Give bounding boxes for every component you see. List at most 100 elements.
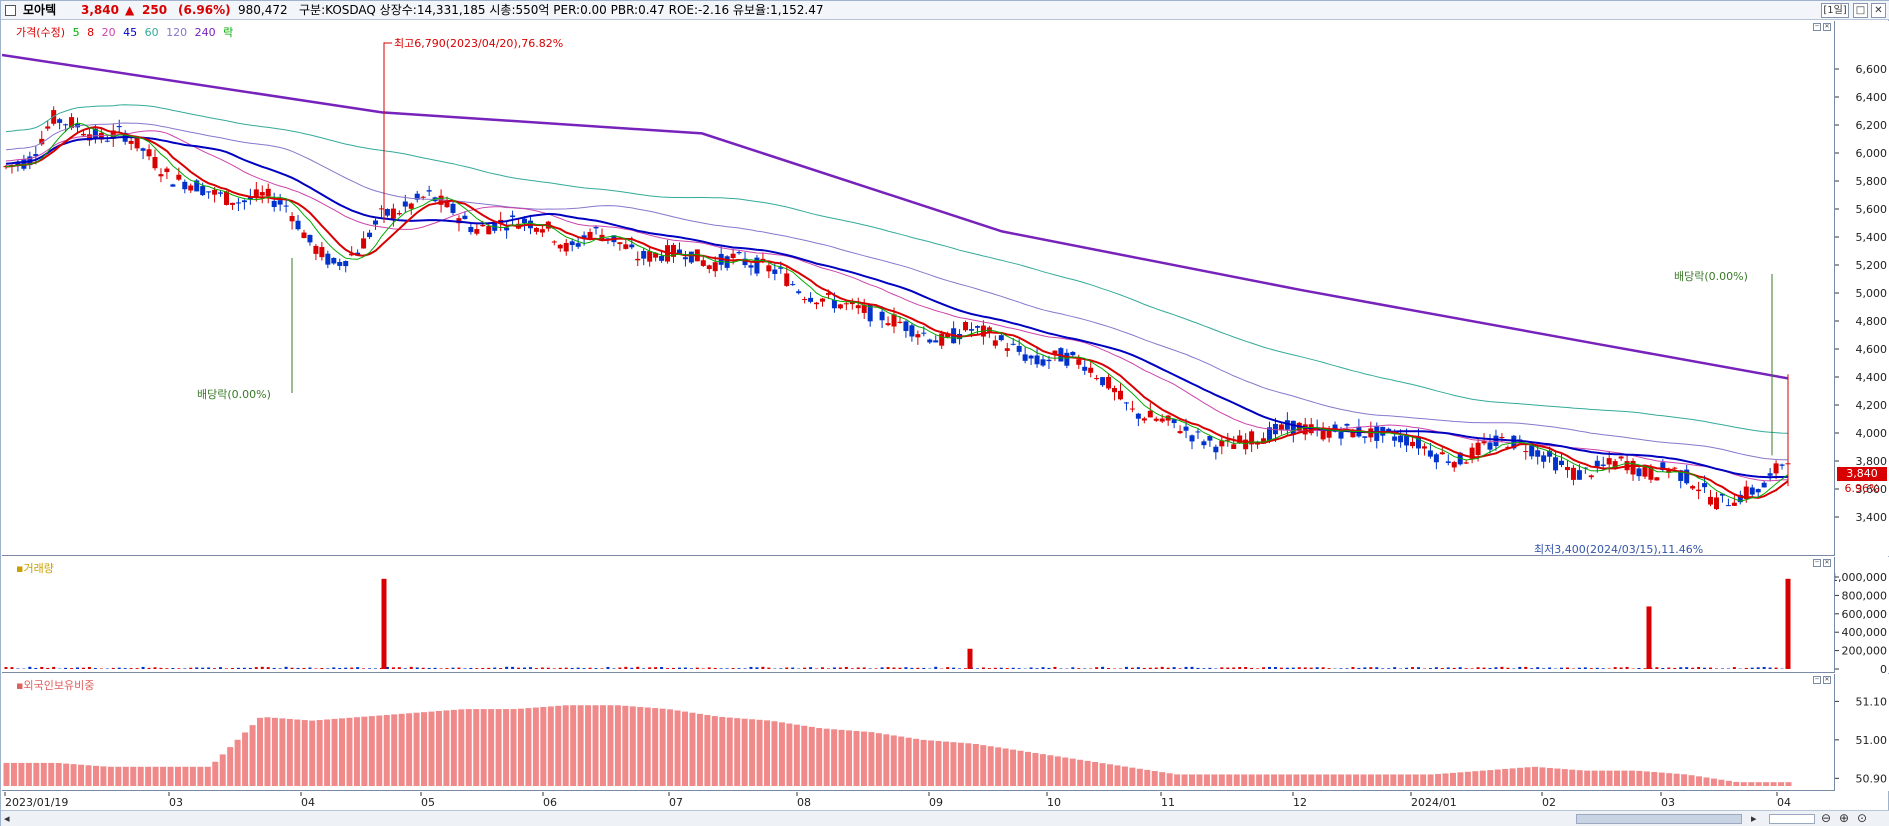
zoom-slider[interactable] xyxy=(1769,814,1815,824)
volume-bar xyxy=(1625,666,1629,669)
volume-bar xyxy=(171,668,175,669)
volume-bar xyxy=(356,667,360,669)
volume-bar xyxy=(1053,666,1057,669)
volume-bar xyxy=(755,667,759,669)
volume-bar xyxy=(260,666,264,669)
candle-body xyxy=(915,334,921,338)
volume-bar xyxy=(201,667,205,669)
candle-body xyxy=(1201,441,1207,446)
foreign-axis-ticks: 51.10 51.00 50.90 xyxy=(1835,695,1887,785)
foreign-bar xyxy=(860,731,867,786)
volume-bar xyxy=(725,668,729,669)
foreign-bar xyxy=(1487,770,1494,786)
scroll-right-icon[interactable]: ▸ xyxy=(1751,812,1757,825)
candle-body xyxy=(820,298,826,302)
legend-ma5: 5 xyxy=(72,26,80,39)
volume-bar xyxy=(1011,667,1015,669)
panel-minimize-icon[interactable]: ─ xyxy=(1813,23,1821,31)
volume-bar xyxy=(594,668,598,669)
foreign-bar xyxy=(406,713,413,786)
foreign-bar xyxy=(1106,764,1113,786)
candle-body xyxy=(885,323,891,326)
foreign-minimize-icon[interactable]: ─ xyxy=(1813,676,1821,684)
volume-bar xyxy=(654,667,658,669)
foreign-bar xyxy=(1561,769,1568,786)
volume-bar xyxy=(540,667,544,669)
zoom-reset-icon[interactable]: ⊙ xyxy=(1857,811,1868,825)
volume-bar xyxy=(141,666,145,669)
foreign-close-icon[interactable]: ✕ xyxy=(1823,676,1831,684)
volume-bar xyxy=(1273,667,1277,669)
candle-body xyxy=(289,215,295,222)
volume-bar xyxy=(254,667,258,669)
zoom-out-icon[interactable]: ⊖ xyxy=(1821,811,1832,825)
x-tick-label: 09 xyxy=(929,796,943,809)
foreign-bar xyxy=(324,719,331,786)
candle-body xyxy=(921,332,927,334)
volume-bar xyxy=(618,667,622,669)
volume-bar xyxy=(1226,667,1230,669)
foreign-bar xyxy=(100,766,107,786)
candle-body xyxy=(933,340,939,343)
volume-bar xyxy=(856,667,860,669)
volume-bar xyxy=(1536,667,1540,669)
price-tick-label: 6,000 xyxy=(1856,147,1888,160)
volume-bar xyxy=(1583,667,1587,669)
volume-close-icon[interactable]: ✕ xyxy=(1823,559,1831,567)
volume-bar xyxy=(874,668,878,669)
foreign-bar xyxy=(1569,769,1576,786)
foreign-bar xyxy=(257,717,264,786)
scrollbar-thumb[interactable] xyxy=(1576,814,1742,824)
candle-body xyxy=(1106,376,1112,389)
volume-bar xyxy=(1321,667,1325,669)
foreign-bar xyxy=(55,763,62,786)
dividend-annotation-2: 배당락(0.00%) xyxy=(1674,270,1748,283)
volume-bar xyxy=(1178,668,1182,669)
foreign-bar xyxy=(421,712,428,786)
foreign-bar xyxy=(1144,769,1151,786)
volume-bar xyxy=(1250,667,1254,669)
volume-bar xyxy=(70,668,74,669)
volume-bar xyxy=(582,668,586,669)
panel-close-icon[interactable]: ✕ xyxy=(1823,23,1831,31)
foreign-bar xyxy=(540,706,547,786)
volume-bar xyxy=(415,667,419,669)
volume-bar xyxy=(308,667,312,669)
foreign-bar xyxy=(1099,763,1106,786)
candle-body xyxy=(1487,442,1493,450)
candle-body xyxy=(1076,359,1082,365)
candle-body xyxy=(790,284,796,286)
candle-body xyxy=(1702,483,1708,488)
candle-body xyxy=(1743,486,1749,500)
zoom-in-icon[interactable]: ⊕ xyxy=(1839,811,1850,825)
volume-bar xyxy=(165,668,169,669)
volume-bar xyxy=(1387,668,1391,669)
candle-body xyxy=(831,300,837,309)
foreign-bar xyxy=(503,709,510,786)
foreign-bar xyxy=(1763,782,1770,786)
maximize-icon[interactable]: □ xyxy=(1853,3,1868,18)
candle-body xyxy=(86,134,92,141)
foreign-bar xyxy=(480,709,487,786)
volume-bar xyxy=(1703,667,1707,669)
foreign-bar xyxy=(957,742,964,786)
price-tick-label: 6,600 xyxy=(1856,63,1888,76)
volume-bar xyxy=(1750,667,1754,669)
foreign-bar xyxy=(130,766,137,786)
candle-body xyxy=(945,333,951,338)
scroll-left-icon[interactable]: ◂ xyxy=(4,812,10,825)
candle-body xyxy=(1231,444,1237,449)
volume-bar xyxy=(528,667,532,669)
volume-y-axis: 1,000,000 800,000 600,000 400,000 200,000 0 xyxy=(1834,557,1889,673)
candle-body xyxy=(271,200,277,208)
volume-bar xyxy=(1083,668,1087,669)
foreign-bar xyxy=(562,705,569,786)
candle-body xyxy=(98,132,104,140)
candle-body xyxy=(1606,458,1612,465)
period-button[interactable]: [1일] xyxy=(1821,3,1849,18)
close-icon[interactable]: ✕ xyxy=(1871,3,1886,18)
header-checkbox[interactable] xyxy=(5,5,16,16)
foreign-bar xyxy=(577,705,584,786)
volume-minimize-icon[interactable]: ─ xyxy=(1813,559,1821,567)
candle-body xyxy=(57,119,63,123)
